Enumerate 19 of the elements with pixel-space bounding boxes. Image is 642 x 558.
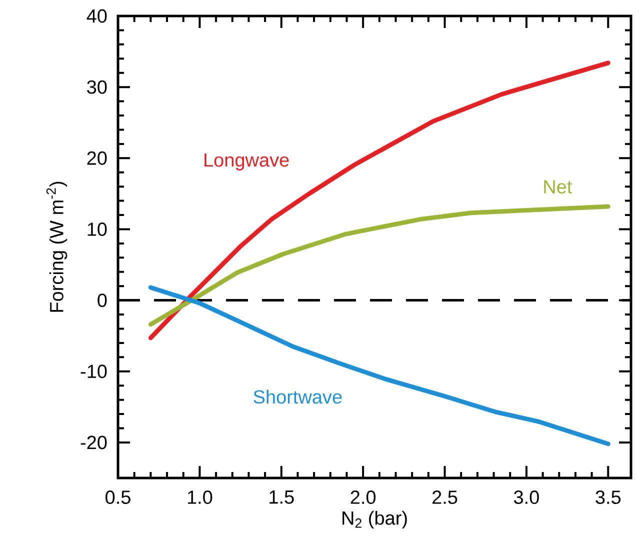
y-tick-label: 40	[86, 9, 107, 23]
x-tick-label: 2.5	[432, 490, 458, 504]
x-tick-label: 3.0	[514, 490, 539, 504]
y-tick-label: 0	[98, 294, 107, 308]
y-tick-label: 30	[87, 80, 107, 94]
x-tick-label: 3.5	[596, 490, 621, 504]
series-label: Net	[544, 180, 572, 194]
x-tick-label: 1.0	[188, 490, 212, 504]
y-tick-label: 20	[87, 151, 107, 165]
y-tick-label: -20	[80, 436, 107, 450]
series-label: Longwave	[204, 153, 289, 170]
y-tick-label: 10	[88, 222, 107, 236]
series-label: Shortwave	[254, 390, 342, 404]
x-tick-label: 1.5	[270, 490, 294, 504]
x-tick-label: 2.0	[350, 490, 376, 504]
y-axis-title: Forcing (W m$^{-2}$)	[46, 182, 68, 312]
x-axis-title: N$_{2}$ (bar)	[342, 510, 407, 529]
y-tick-label: -10	[80, 364, 107, 378]
x-tick-label: 0.5	[106, 490, 130, 504]
